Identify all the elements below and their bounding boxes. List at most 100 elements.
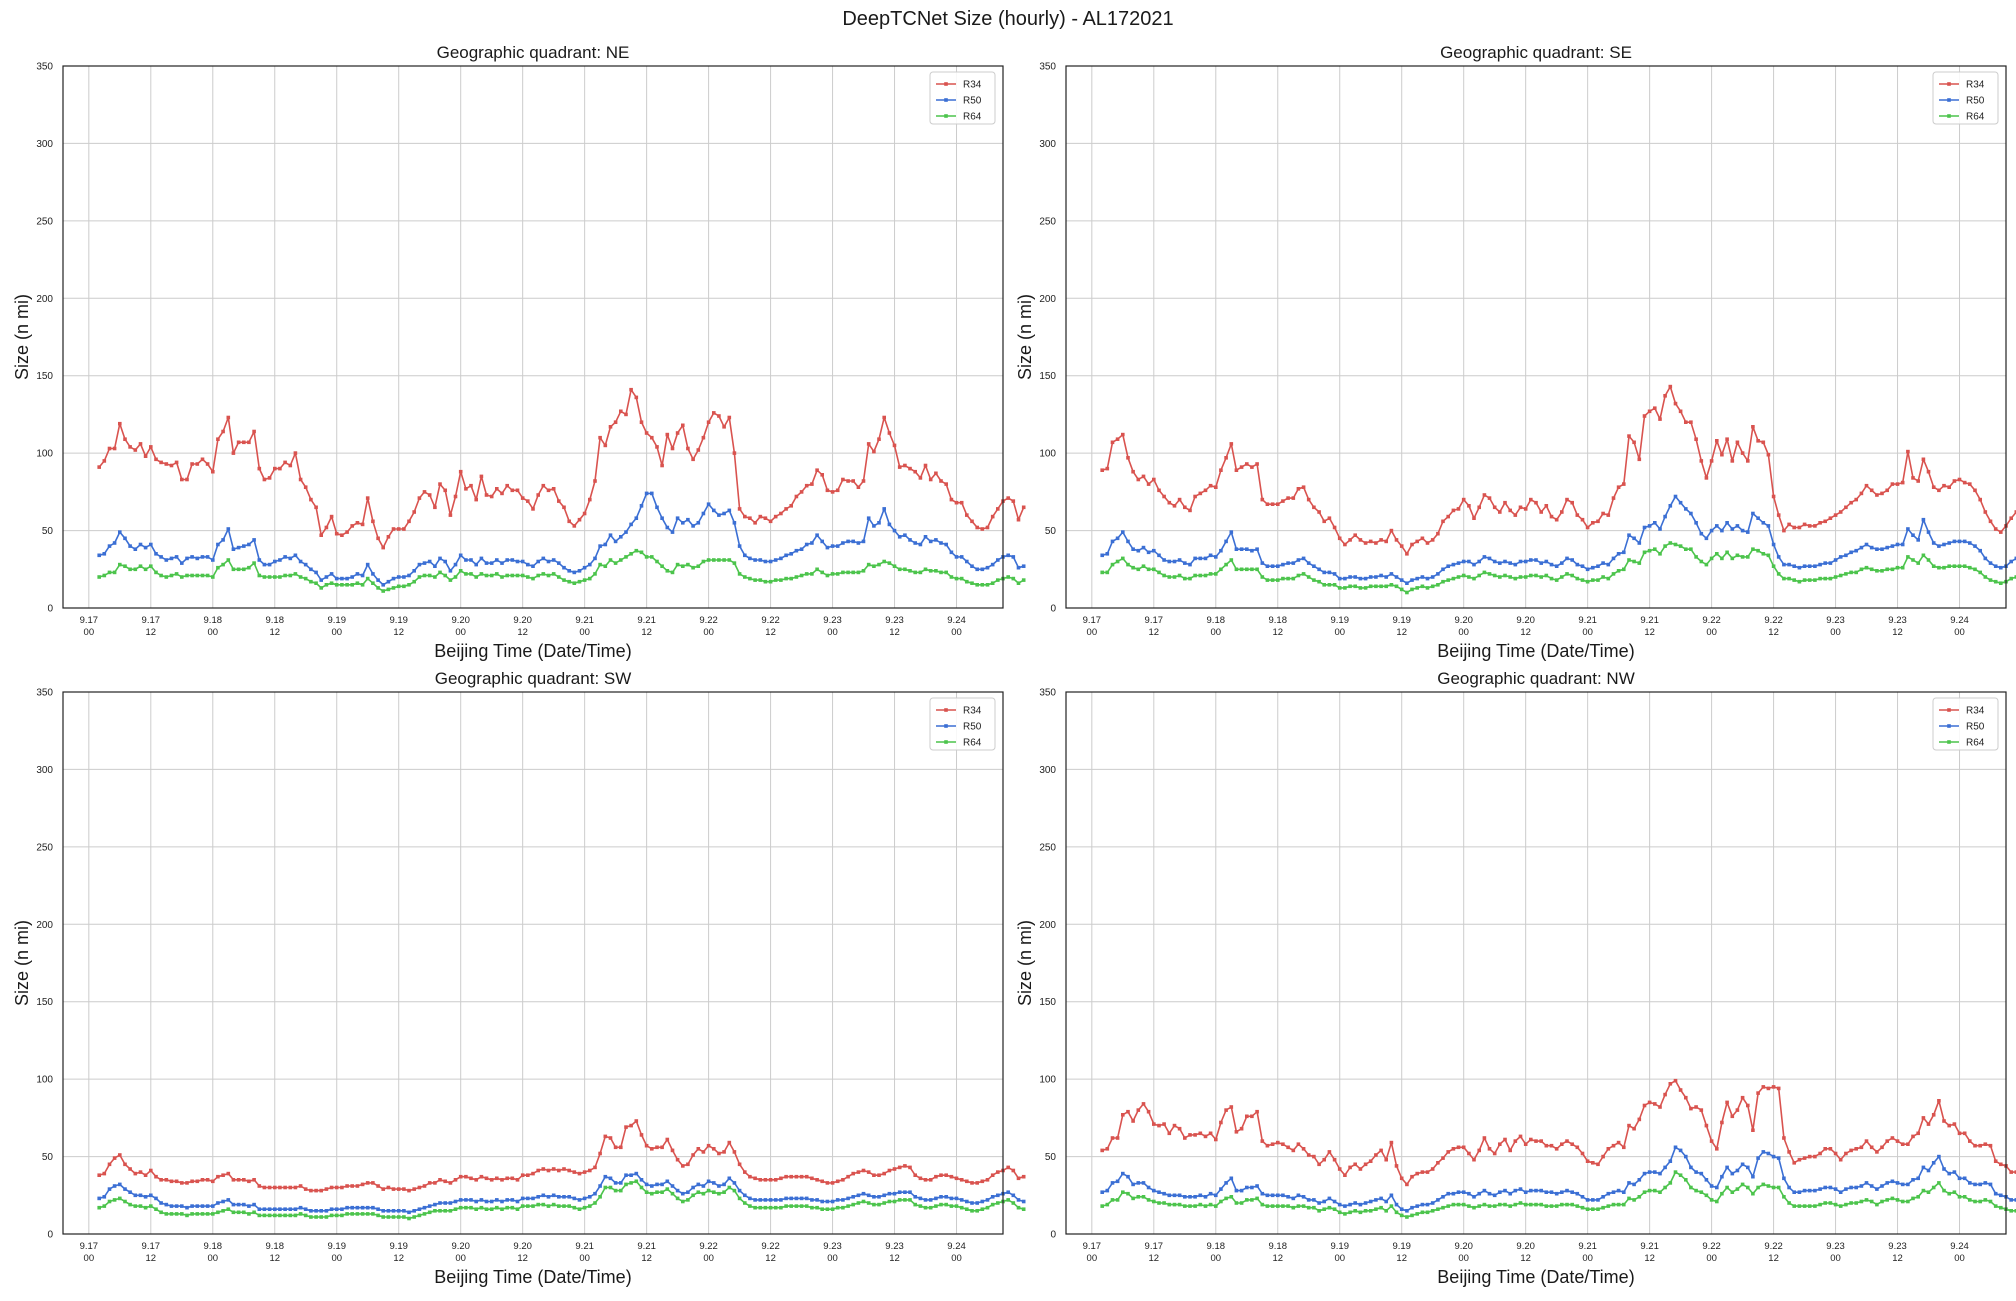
data-point [1891,1197,1895,1201]
data-point [1669,1181,1673,1185]
x-tick-label-date: 9.17 [142,615,161,626]
data-point [686,447,690,451]
data-point [469,1198,473,1202]
data-point [1199,492,1203,496]
data-point [1989,1183,1993,1187]
data-point [1679,544,1683,548]
data-point [795,1197,799,1201]
data-point [820,1180,824,1184]
data-point [810,1198,814,1202]
data-point [743,1201,747,1205]
data-point [1006,1190,1010,1194]
data-point [1782,1177,1786,1181]
data-point [438,1209,442,1213]
data-point [924,535,928,539]
x-tick-label-date: 9.17 [1083,615,1102,626]
data-point [872,564,876,568]
data-point [614,540,618,544]
data-point [1147,482,1151,486]
data-point [567,1195,571,1199]
data-point [836,1180,840,1184]
data-point [1906,1200,1910,1204]
data-point [428,1204,432,1208]
data-point [438,482,442,486]
data-point [1865,1198,1869,1202]
data-point [1224,456,1228,460]
data-point [1012,1169,1016,1173]
data-point [1700,560,1704,564]
data-point [1808,578,1812,582]
data-point [1235,568,1239,572]
data-point [423,1212,427,1216]
x-tick-label-hour: 00 [827,627,838,638]
data-point [862,479,866,483]
data-point [485,574,489,578]
data-point [1157,554,1161,558]
data-point [759,1178,763,1182]
data-point [1152,549,1156,553]
data-point [1715,1200,1719,1204]
data-point [237,1211,241,1215]
data-point [412,580,416,584]
data-point [521,1197,525,1201]
data-point [1147,1186,1151,1190]
data-point [1922,1189,1926,1193]
data-point [1539,510,1543,514]
data-point [1813,578,1817,582]
data-point [1188,563,1192,567]
data-point [97,1173,101,1177]
x-tick-label-hour: 00 [1458,627,1469,638]
data-point [1534,1139,1538,1143]
data-point [366,496,370,500]
data-point [201,1178,205,1182]
data-point [939,1203,943,1207]
data-point [691,458,695,462]
data-point [1343,1212,1347,1216]
data-point [134,1172,138,1176]
data-point [1705,476,1709,480]
data-point [1994,1204,1998,1208]
data-point [898,1166,902,1170]
data-point [304,1187,308,1191]
data-point [1648,524,1652,528]
data-point [717,558,721,562]
data-point [1870,546,1874,550]
data-point [1947,1124,1951,1128]
data-point [521,574,525,578]
data-point [1710,459,1714,463]
x-tick-label-hour: 00 [1334,627,1345,638]
legend-label: R64 [963,112,982,123]
data-point [1638,541,1642,545]
data-point [542,484,546,488]
data-point [552,1203,556,1207]
data-point [862,540,866,544]
data-point [764,516,768,520]
data-point [578,580,582,584]
data-point [898,465,902,469]
data-point [955,1177,959,1181]
data-point [1390,572,1394,576]
data-point [361,523,365,527]
data-point [1230,558,1234,562]
data-point [325,1215,329,1219]
data-point [1896,1198,1900,1202]
data-point [175,572,179,576]
data-point [774,558,778,562]
data-point [1689,1186,1693,1190]
data-point [1596,578,1600,582]
data-point [159,461,163,465]
data-point [366,1206,370,1210]
data-point [108,1187,112,1191]
x-tick-label-hour: 12 [1892,1253,1903,1264]
data-point [1570,574,1574,578]
data-point [1581,1152,1585,1156]
data-point [614,1146,618,1150]
data-point [500,492,504,496]
data-point [1111,1198,1115,1202]
data-point [211,558,215,562]
data-point [134,1204,138,1208]
x-tick-label-date: 9.19 [1392,1241,1411,1252]
data-point [128,445,132,449]
x-tick-label-hour: 00 [951,627,962,638]
data-point [1906,1142,1910,1146]
